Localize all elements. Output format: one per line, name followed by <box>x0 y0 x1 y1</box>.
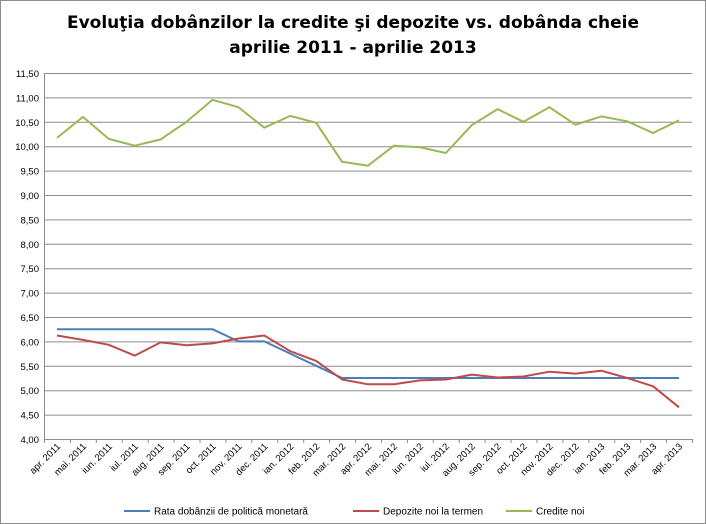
y-tick-label: 5,00 <box>21 386 40 397</box>
y-tick-label: 5,50 <box>21 362 40 373</box>
y-tick-label: 10,50 <box>15 118 39 129</box>
y-tick-label: 10,00 <box>15 142 39 153</box>
y-tick-label: 4,50 <box>21 411 40 422</box>
y-tick-label: 4,00 <box>21 435 40 446</box>
series-line-2 <box>56 334 680 409</box>
y-tick-label: 6,50 <box>21 313 40 324</box>
y-tick-label: 8,50 <box>21 215 40 226</box>
y-tick-label: 6,00 <box>21 337 40 348</box>
y-tick-label: 8,00 <box>21 240 40 251</box>
chart-subtitle: aprilie 2011 - aprilie 2013 <box>229 38 476 58</box>
y-tick-label: 9,50 <box>21 167 40 178</box>
series-line-3 <box>56 98 680 167</box>
y-tick-label: 11,00 <box>16 93 39 104</box>
legend-label-3: Credite noi <box>536 507 584 518</box>
legend-label-2: Depozite noi la termen <box>383 507 483 518</box>
y-tick-label: 7,50 <box>21 264 40 275</box>
y-tick-label: 9,00 <box>21 191 40 202</box>
y-axis-ticks: 4,00 4,50 5,00 5,50 6,00 6,50 7,00 7,50 8,00 8,50… <box>15 69 39 446</box>
gridlines <box>44 73 692 440</box>
y-tick-label: 11,50 <box>16 69 39 80</box>
series-line-1 <box>57 328 679 379</box>
legend-label-1: Rata dobânzii de politică monetară <box>154 507 308 518</box>
y-tick-label: 7,00 <box>21 289 40 300</box>
series-lines <box>56 98 680 409</box>
legend: Rata dobânzii de politică monetară Depozi… <box>124 507 584 518</box>
chart-title: Evoluţia dobânzilor la credite şi depozi… <box>67 13 639 33</box>
